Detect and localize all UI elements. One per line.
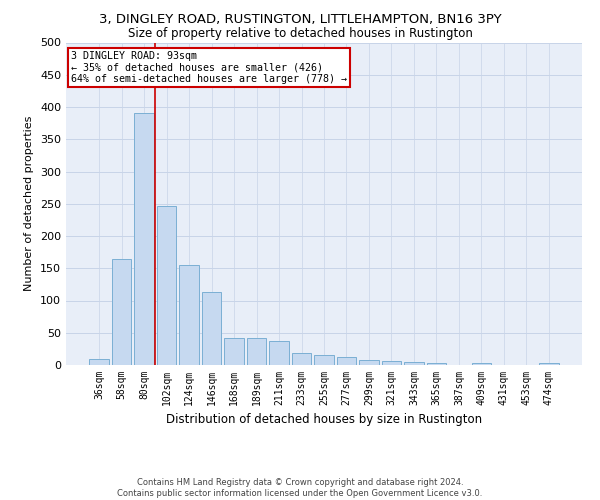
Bar — [157, 206, 176, 365]
Bar — [337, 356, 356, 365]
Bar — [427, 363, 446, 365]
Text: Size of property relative to detached houses in Rustington: Size of property relative to detached ho… — [128, 28, 472, 40]
Bar — [404, 362, 424, 365]
Bar — [314, 356, 334, 365]
Bar — [224, 338, 244, 365]
Bar — [359, 360, 379, 365]
Bar — [202, 292, 221, 365]
Bar — [134, 114, 154, 365]
Bar — [539, 363, 559, 365]
Bar — [247, 338, 266, 365]
Bar — [472, 363, 491, 365]
Bar — [179, 265, 199, 365]
Bar — [382, 361, 401, 365]
Bar — [269, 341, 289, 365]
Bar — [112, 258, 131, 365]
Text: Contains HM Land Registry data © Crown copyright and database right 2024.
Contai: Contains HM Land Registry data © Crown c… — [118, 478, 482, 498]
Text: 3, DINGLEY ROAD, RUSTINGTON, LITTLEHAMPTON, BN16 3PY: 3, DINGLEY ROAD, RUSTINGTON, LITTLEHAMPT… — [98, 12, 502, 26]
Text: 3 DINGLEY ROAD: 93sqm
← 35% of detached houses are smaller (426)
64% of semi-det: 3 DINGLEY ROAD: 93sqm ← 35% of detached … — [71, 50, 347, 84]
X-axis label: Distribution of detached houses by size in Rustington: Distribution of detached houses by size … — [166, 414, 482, 426]
Y-axis label: Number of detached properties: Number of detached properties — [25, 116, 34, 292]
Bar — [89, 358, 109, 365]
Bar — [292, 354, 311, 365]
